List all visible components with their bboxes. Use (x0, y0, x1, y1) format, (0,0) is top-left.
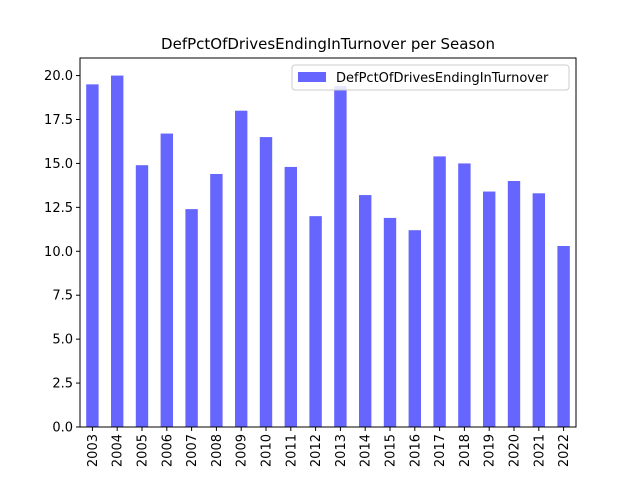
bar-2015 (383, 217, 397, 427)
bars-group (86, 75, 570, 428)
chart-title: DefPctOfDrivesEndingInTurnover per Seaso… (161, 35, 495, 53)
legend-swatch (298, 72, 326, 82)
bar-2017 (433, 156, 446, 427)
bar-2021 (532, 193, 545, 427)
x-tick-label: 2021 (532, 434, 547, 467)
legend-box (291, 64, 570, 91)
x-tick-label: 2016 (408, 434, 423, 467)
bar-2016 (408, 230, 421, 427)
x-tick-label: 2011 (284, 434, 299, 467)
bar-2011 (284, 166, 297, 427)
y-tick-label: 20.0 (44, 69, 73, 84)
x-tick-label: 2004 (111, 434, 126, 467)
y-tick-label: 15.0 (44, 157, 73, 172)
bar-2013 (334, 86, 347, 427)
legend-label: DefPctOfDrivesEndingInTurnover (336, 71, 549, 86)
x-tick-label: 2017 (433, 434, 448, 467)
x-tick-label: 2008 (210, 434, 225, 467)
y-tick-label: 5.0 (52, 333, 73, 348)
x-tick-label: 2005 (136, 434, 151, 467)
y-tick-label: 2.5 (52, 377, 73, 392)
x-tick-label: 2019 (483, 434, 498, 467)
x-tick-label: 2006 (160, 434, 175, 467)
x-tick-label: 2007 (185, 434, 200, 467)
bar-2005 (135, 165, 149, 427)
axes-frame (79, 57, 577, 428)
y-tick-label: 7.5 (52, 289, 73, 304)
y-tick-label: 17.5 (44, 113, 73, 128)
bar-2018 (458, 163, 471, 427)
x-tick-label: 2020 (508, 434, 523, 467)
bar-2010 (259, 137, 273, 428)
bar-2004 (111, 75, 124, 428)
bar-2014 (359, 195, 372, 427)
y-tick-label: 10.0 (44, 245, 73, 260)
bar-2008 (210, 173, 223, 427)
bar-2003 (86, 84, 99, 427)
axes-group: 0.0 2.5 5.0 7.5 10.0 12.5 15.0 17.5 20.0 2003 2004… (44, 57, 577, 467)
y-tick-label: 12.5 (44, 201, 73, 216)
x-tick-label: 2010 (260, 434, 275, 467)
x-tick-label: 2014 (359, 434, 374, 467)
legend: DefPctOfDrivesEndingInTurnover (291, 64, 570, 91)
x-tick-label: 2022 (557, 434, 572, 467)
y-tick-label: 0.0 (52, 421, 73, 436)
bar-2019 (483, 191, 496, 427)
x-tick-label: 2018 (458, 434, 473, 467)
x-tick-label: 2009 (235, 434, 250, 467)
x-tick-label: 2003 (86, 434, 101, 467)
bar-2007 (185, 209, 198, 427)
bar-2012 (309, 216, 322, 427)
bar-2020 (507, 181, 521, 427)
bar-2009 (235, 110, 248, 427)
x-tick-label: 2013 (334, 434, 349, 467)
x-tick-label: 2015 (384, 434, 399, 467)
x-tick-label: 2012 (309, 434, 324, 467)
bar-2022 (557, 246, 570, 427)
bar-2006 (160, 133, 173, 428)
